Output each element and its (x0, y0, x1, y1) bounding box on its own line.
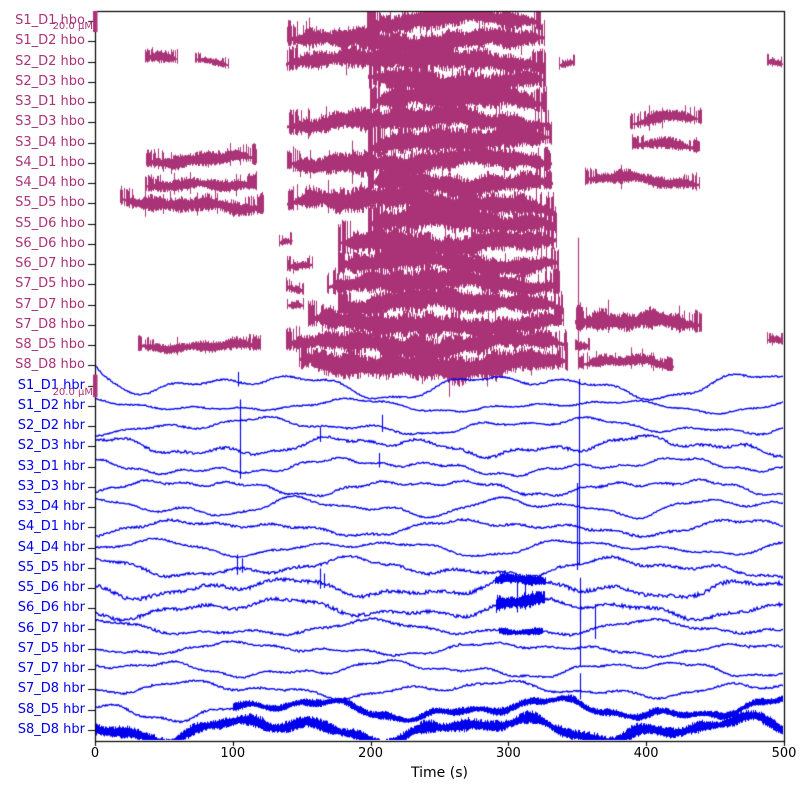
channel-label: S5_D5 hbo (15, 195, 85, 211)
channel-label: S8_D8 hbo (15, 357, 85, 373)
channel-label: S4_D4 hbr (17, 539, 85, 555)
channel-label: S3_D1 hbr (17, 458, 85, 474)
scalebar-hbo-label: 20.0 µM (52, 21, 93, 32)
channel-label: S3_D3 hbo (15, 114, 85, 130)
channel-label: S1_D2 hbo (15, 33, 85, 49)
x-tick-label: 0 (90, 746, 100, 761)
channel-label: S2_D2 hbr (17, 418, 85, 434)
channel-label: S6_D6 hbo (15, 235, 85, 251)
channel-label: S8_D5 hbo (15, 337, 85, 353)
channel-label: S1_D1 hbr (17, 377, 85, 393)
channel-label: S4_D1 hbr (17, 519, 85, 535)
channel-label: S7_D5 hbo (15, 276, 85, 292)
scalebar-hbr-label: 20.0 µM (52, 387, 93, 398)
channel-label: S7_D7 hbr (17, 661, 85, 677)
channel-label: S4_D1 hbo (15, 154, 85, 170)
channel-label: S6_D6 hbr (17, 600, 85, 616)
channel-label: S8_D5 hbr (17, 701, 85, 717)
channel-label: S1_D1 hbo (15, 13, 85, 28)
channel-label: S3_D4 hbr (17, 499, 85, 515)
channel-label: S7_D5 hbr (17, 640, 85, 656)
channel-label: S5_D6 hbo (15, 215, 85, 231)
x-tick-label: 500 (771, 746, 797, 761)
channel-label: S6_D7 hbr (17, 620, 85, 636)
channel-label: S3_D4 hbo (15, 134, 85, 150)
channel-label: S2_D3 hbr (17, 438, 85, 454)
x-tick-label: 300 (495, 746, 521, 761)
channel-label: S4_D4 hbo (15, 175, 85, 191)
channel-label: S2_D2 hbo (15, 53, 85, 69)
x-tick-label: 100 (220, 746, 246, 761)
channel-label: S5_D5 hbr (17, 559, 85, 575)
channel-label: S8_D8 hbr (17, 722, 85, 737)
channel-label: S3_D1 hbo (15, 94, 85, 110)
x-tick-label: 400 (633, 746, 659, 761)
channel-label: S7_D8 hbo (15, 316, 85, 332)
channel-label: S2_D3 hbo (15, 73, 85, 89)
x-axis-label: Time (s) (411, 765, 468, 781)
channel-label: S5_D6 hbr (17, 580, 85, 596)
channel-label: S6_D7 hbo (15, 256, 85, 272)
channel-label: S3_D3 hbr (17, 478, 85, 494)
channel-label: S7_D7 hbo (15, 296, 85, 312)
channel-label: S7_D8 hbr (17, 681, 85, 697)
channel-label: S1_D2 hbr (17, 397, 85, 413)
x-tick-label: 200 (358, 746, 383, 761)
